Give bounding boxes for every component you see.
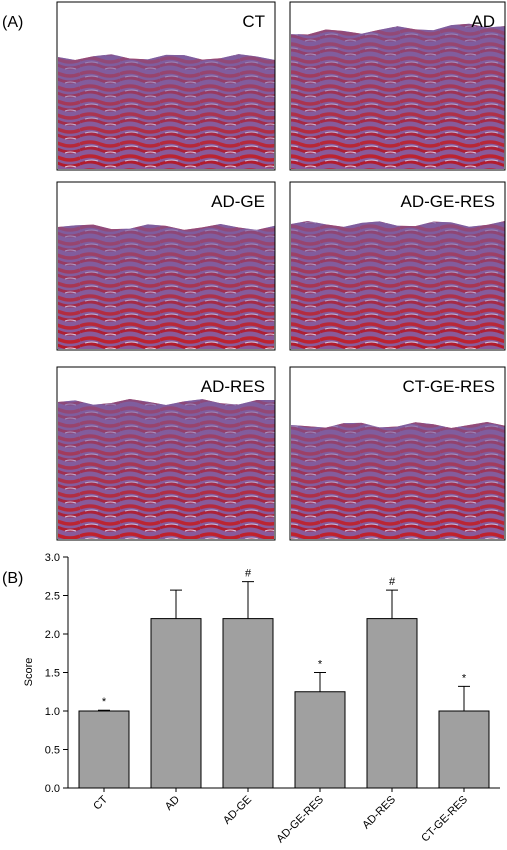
image-label: AD: [471, 12, 495, 31]
y-tick-label: 0.0: [45, 783, 60, 795]
bar: [222, 618, 274, 789]
x-tick-label: AD-GE-RES: [274, 794, 326, 846]
y-tick-label: 3.0: [45, 552, 60, 564]
annotation: #: [389, 576, 396, 588]
image-label: CT: [242, 12, 265, 31]
annotation: *: [462, 672, 467, 684]
image-label: CT-GE-RES: [402, 377, 495, 396]
image-border: [56, 181, 276, 351]
annotation: *: [318, 659, 323, 671]
annotation: #: [245, 568, 252, 580]
image-border: [289, 1, 506, 171]
bar: [438, 710, 490, 789]
x-tick-label: AD-GE: [221, 794, 254, 827]
y-tick-label: 0.5: [45, 745, 60, 757]
y-tick-label: 1.5: [45, 668, 60, 680]
x-tick-label: CT: [91, 793, 110, 812]
image-border: [56, 1, 276, 171]
bar: [366, 618, 418, 789]
bar: [150, 618, 202, 789]
bar: [294, 691, 346, 789]
image-label: AD-GE: [211, 192, 265, 211]
tissue-surface: [291, 422, 505, 539]
tissue-surface: [58, 224, 275, 349]
x-tick-label: AD-RES: [360, 794, 398, 832]
image-border: [289, 366, 506, 541]
annotation: *: [102, 696, 107, 708]
image-border: [289, 181, 506, 351]
y-tick-label: 2.5: [45, 591, 60, 603]
bar: [78, 710, 130, 789]
x-tick-label: AD: [163, 794, 182, 813]
tissue-surface: [58, 399, 275, 539]
image-label: AD-RES: [201, 377, 265, 396]
tissue-surface: [291, 23, 505, 169]
y-tick-label: 2.0: [45, 629, 60, 641]
y-tick-label: 1.0: [45, 706, 60, 718]
y-axis-label: Score: [23, 658, 35, 687]
image-label: AD-GE-RES: [401, 192, 495, 211]
x-tick-label: CT-GE-RES: [419, 794, 470, 845]
image-border: [56, 366, 276, 541]
panel-label: (B): [2, 570, 23, 587]
tissue-surface: [58, 54, 275, 169]
panel-label: (A): [2, 14, 23, 31]
tissue-surface: [291, 221, 505, 349]
